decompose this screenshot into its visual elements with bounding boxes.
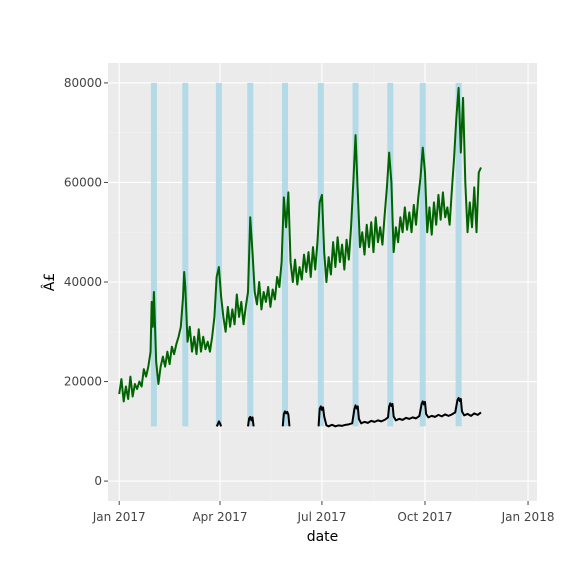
series-lines bbox=[118, 86, 482, 428]
highlight-band bbox=[387, 82, 394, 427]
series-line-black-segment bbox=[215, 420, 223, 427]
highlight-band bbox=[281, 82, 288, 427]
y-tick-label: 40000 bbox=[64, 275, 102, 289]
highlight-band bbox=[352, 82, 359, 427]
highlight-band bbox=[419, 82, 426, 427]
x-tick-label: Apr 2017 bbox=[192, 510, 247, 524]
highlight-bands bbox=[150, 82, 462, 427]
highlight-band bbox=[150, 82, 157, 427]
x-tick-label: Jan 2018 bbox=[501, 510, 555, 524]
series-line-black-segment bbox=[281, 410, 291, 427]
highlight-band bbox=[247, 82, 254, 427]
series-line-black-segment bbox=[317, 396, 482, 428]
highlight-band bbox=[317, 82, 324, 427]
x-tick-label: Jul 2017 bbox=[297, 510, 347, 524]
highlight-band bbox=[455, 82, 462, 427]
series-line-black-segment bbox=[247, 415, 255, 427]
x-tick-label: Jan 2017 bbox=[92, 510, 146, 524]
y-tick-label: 80000 bbox=[64, 76, 102, 90]
y-tick-label: 0 bbox=[94, 474, 102, 488]
series-line-green bbox=[118, 86, 482, 403]
x-axis: Jan 2017 Apr 2017 Jul 2017 Oct 2017 Jan 2018 bbox=[92, 501, 555, 524]
y-axis-title: Â£ bbox=[40, 273, 58, 291]
y-tick-label: 20000 bbox=[64, 375, 102, 389]
x-tick-label: Oct 2017 bbox=[397, 510, 452, 524]
highlight-band bbox=[215, 82, 222, 427]
highlight-band bbox=[182, 82, 189, 427]
y-tick-label: 60000 bbox=[64, 175, 102, 189]
x-axis-title: date bbox=[307, 529, 339, 545]
y-axis: 0 20000 40000 60000 80000 bbox=[64, 76, 108, 488]
